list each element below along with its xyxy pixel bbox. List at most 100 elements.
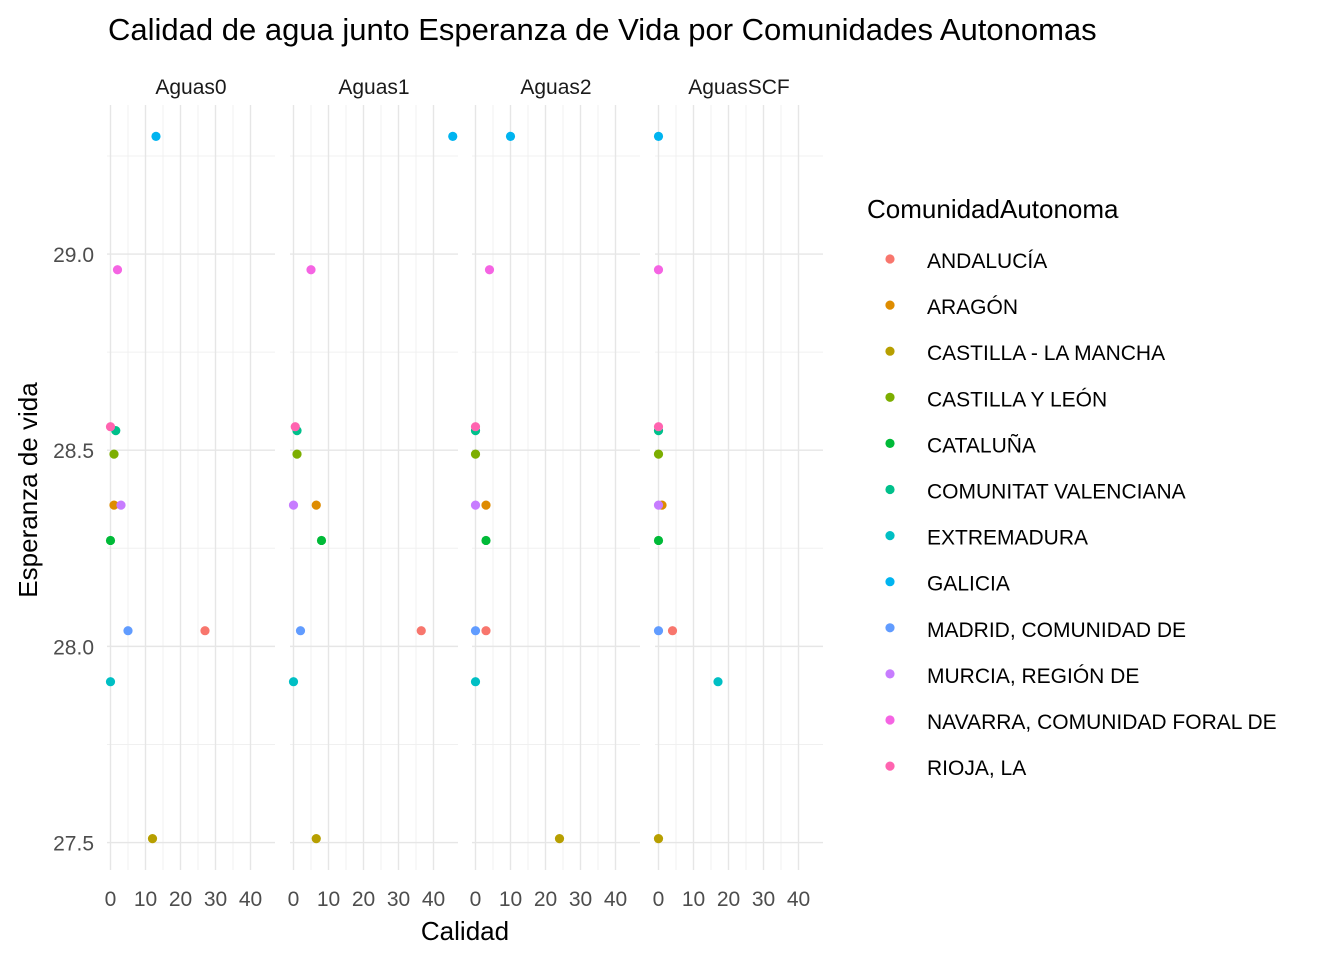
x-tick-label: 10 — [134, 888, 157, 911]
legend: ComunidadAutonoma ANDALUCÍA ARAGÓN CASTILL… — [867, 194, 1277, 780]
facet-aguas1: Aguas1 0 10 20 30 40 — [288, 76, 458, 911]
legend-key — [885, 300, 895, 310]
grid — [472, 105, 640, 870]
legend-key — [885, 438, 895, 448]
legend-label: MADRID, COMUNIDAD DE — [927, 619, 1186, 642]
x-tick-label: 0 — [105, 888, 117, 911]
x-tick-label: 10 — [317, 888, 340, 911]
point-navarra-comunidad-foral-de — [484, 265, 495, 275]
point-madrid-comunidad-de — [123, 626, 133, 636]
legend-key — [885, 346, 895, 356]
legend-title: ComunidadAutonoma — [867, 194, 1119, 224]
legend-label: EXTREMADURA — [927, 527, 1088, 550]
x-tick-label: 30 — [752, 888, 775, 911]
point-galicia — [448, 131, 458, 141]
legend-label: ANDALUCÍA — [927, 250, 1047, 273]
point-castilla-y-leon — [653, 449, 664, 459]
point-rioja-la — [290, 422, 300, 432]
point-castilla-la-mancha — [311, 834, 321, 844]
legend-label: RIOJA, LA — [927, 757, 1026, 780]
point-madrid-comunidad-de — [470, 626, 481, 636]
x-tick-label: 20 — [352, 888, 375, 911]
y-axis-title: Esperanza de vida — [13, 382, 43, 598]
legend-item-cataluna: CATALUÑA — [885, 433, 1036, 457]
legend-key — [885, 623, 895, 633]
facet-strip-label: AguasSCF — [688, 76, 790, 99]
point-andalucia — [667, 626, 678, 636]
point-navarra-comunidad-foral-de — [306, 265, 316, 275]
x-tick-label: 20 — [717, 888, 740, 911]
y-tick-label: 29.0 — [53, 244, 94, 267]
legend-key — [885, 531, 895, 541]
x-tick-label: 40 — [787, 888, 810, 911]
facet-panels: Aguas0 0 10 20 30 40 Aguas1 0 10 20 30 40 Aguas2 0 10 2… — [53, 76, 823, 911]
y-tick-label: 27.5 — [53, 833, 94, 856]
legend-item-rioja-la: RIOJA, LA — [885, 757, 1026, 780]
x-tick-label: 40 — [422, 888, 445, 911]
facet-aguas0: Aguas0 0 10 20 30 40 — [105, 76, 275, 911]
point-cataluna — [653, 535, 664, 546]
x-tick-label: 30 — [204, 888, 227, 911]
point-murcia-region-de — [653, 500, 664, 510]
x-tick-label: 0 — [470, 888, 482, 911]
point-rioja-la — [470, 422, 481, 432]
point-castilla-y-leon — [109, 449, 119, 459]
x-tick-label: 40 — [239, 888, 262, 911]
legend-item-murcia-region-de: MURCIA, REGIÓN DE — [885, 665, 1139, 688]
legend-item-navarra-comunidad-foral-de: NAVARRA, COMUNIDAD FORAL DE — [885, 711, 1277, 734]
y-tick-label: 28.0 — [53, 636, 94, 659]
x-tick-label: 10 — [499, 888, 522, 911]
point-andalucia — [481, 626, 491, 636]
facet-aguas2: Aguas2 0 10 20 30 40 — [470, 76, 640, 911]
point-murcia-region-de — [116, 500, 126, 510]
legend-key — [885, 715, 895, 725]
legend-item-castilla-la-mancha: CASTILLA - LA MANCHA — [885, 342, 1165, 365]
grid — [655, 105, 823, 870]
legend-label: ARAGÓN — [927, 296, 1018, 319]
grid — [107, 105, 275, 870]
legend-label: MURCIA, REGIÓN DE — [927, 665, 1139, 688]
point-navarra-comunidad-foral-de — [112, 265, 123, 275]
point-extremadura — [470, 677, 481, 687]
legend-item-madrid-comunidad-de: MADRID, COMUNIDAD DE — [885, 619, 1186, 642]
point-castilla-y-leon — [470, 449, 481, 459]
point-galicia — [653, 131, 664, 141]
point-castilla-la-mancha — [653, 834, 664, 844]
point-castilla-y-leon — [292, 449, 302, 459]
legend-key — [885, 577, 895, 587]
x-tick-label: 0 — [653, 888, 665, 911]
point-cataluna — [316, 535, 327, 546]
point-castilla-la-mancha — [147, 834, 158, 844]
point-aragon — [481, 500, 491, 510]
point-andalucia — [416, 626, 426, 636]
legend-key — [885, 761, 895, 771]
chart-title: Calidad de agua junto Esperanza de Vida … — [108, 12, 1097, 47]
point-madrid-comunidad-de — [653, 626, 664, 636]
legend-label: NAVARRA, COMUNIDAD FORAL DE — [927, 711, 1277, 734]
facet-strip-label: Aguas0 — [155, 76, 226, 99]
point-extremadura — [288, 677, 299, 687]
x-tick-label: 30 — [387, 888, 410, 911]
legend-key — [885, 669, 895, 679]
point-aragon — [109, 500, 119, 510]
point-navarra-comunidad-foral-de — [653, 265, 664, 275]
facet-strip-label: Aguas2 — [520, 76, 591, 99]
legend-item-andalucia: ANDALUCÍA — [885, 250, 1047, 273]
legend-item-extremadura: EXTREMADURA — [885, 527, 1088, 550]
point-madrid-comunidad-de — [295, 626, 306, 636]
point-extremadura — [713, 677, 723, 687]
point-galicia — [505, 131, 516, 141]
point-cataluna — [105, 535, 116, 546]
legend-label: GALICIA — [927, 573, 1010, 596]
x-tick-label: 0 — [288, 888, 300, 911]
point-murcia-region-de — [288, 500, 299, 510]
grid — [290, 105, 458, 870]
point-extremadura — [105, 677, 116, 687]
legend-label: CASTILLA Y LEÓN — [927, 388, 1107, 411]
legend-key — [885, 392, 895, 402]
legend-label: CASTILLA - LA MANCHA — [927, 342, 1165, 365]
point-galicia — [151, 131, 161, 141]
point-castilla-la-mancha — [554, 834, 565, 844]
x-tick-label: 20 — [534, 888, 557, 911]
legend-item-comunitat-valenciana: COMUNITAT VALENCIANA — [885, 481, 1186, 504]
